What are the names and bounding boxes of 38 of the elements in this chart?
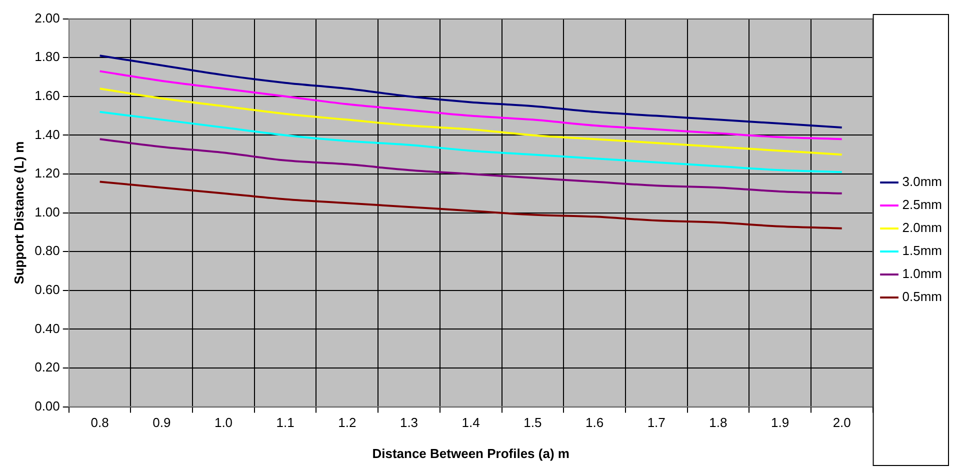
x-tick-label: 1.2 [338,415,356,430]
y-tick-label: 0.20 [34,360,60,375]
x-tick-label: 0.8 [90,415,109,430]
legend-label: 2.0mm [902,220,942,236]
x-tick-label: 1.0 [214,415,233,430]
line-series [98,70,843,140]
legend-label: 2.5mm [902,197,942,212]
line-series [98,180,843,230]
x-tick-label: 1.4 [462,415,480,430]
y-tick-label: 0.60 [34,282,60,297]
y-tick-label: 1.60 [34,88,60,103]
legend-label: 3.0mm [902,174,942,190]
x-tick-label: 1.8 [709,415,728,430]
x-tick-label: 1.6 [585,415,604,430]
x-axis-title: Distance Between Profiles (a) m [372,446,570,461]
legend-label: 1.0mm [902,266,942,282]
legend-label: 0.5mm [902,289,942,304]
x-tick-label: 2.0 [832,415,851,430]
y-tick-label: 0.00 [34,398,60,414]
x-tick-label: 1.1 [276,415,294,430]
x-tick-label: 1.5 [524,415,542,430]
y-tick-label: 0.40 [34,320,60,336]
y-tick-label: 2.00 [34,10,60,26]
line-series [98,54,843,128]
y-tick-label: 1.00 [34,204,60,220]
line-series [98,110,843,174]
y-axis-title: Support Distance (L) m [11,141,26,284]
line-series [98,138,843,194]
x-tick-label: 1.7 [647,415,666,430]
x-tick-label: 1.9 [770,415,790,430]
y-tick-label: 0.80 [34,243,60,258]
legend-label: 1.5mm [902,243,942,258]
x-tick-label: 1.3 [400,415,418,430]
x-tick-label: 0.9 [152,415,171,430]
y-tick-label: 1.80 [34,49,60,64]
y-tick-label: 1.20 [34,166,60,181]
line-series [98,88,843,156]
y-tick-label: 1.40 [34,126,60,142]
